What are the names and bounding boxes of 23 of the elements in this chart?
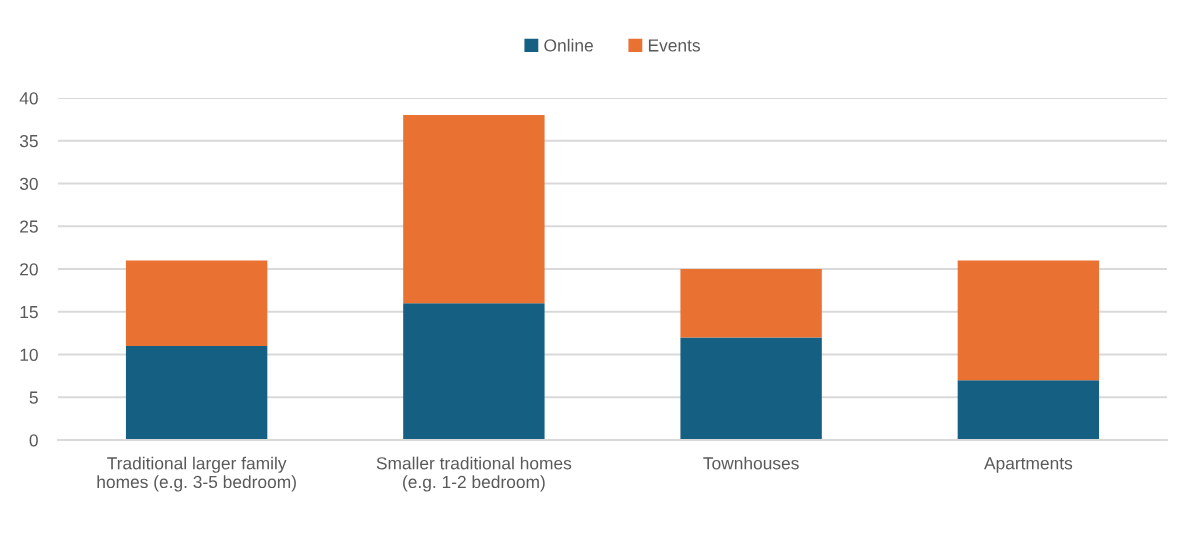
bar [957,260,1100,381]
x-tick-label: Townhouses [703,456,799,470]
x-tick-label: Apartments [984,457,1073,473]
x-tick-label: Smaller traditional homes (e.g. 1-2 bedroom) [376,456,572,492]
y-tick-label: 10 [20,348,38,361]
y-tick-label: 0 [29,434,38,447]
y-tick-label: 35 [19,134,38,148]
bar [680,337,822,440]
bar [125,345,268,440]
y-tick-label: 40 [19,92,38,105]
bar [957,380,1100,440]
legend-label: Online [544,38,593,52]
y-tick-label: 25 [20,220,38,233]
bar [125,260,268,346]
x-tick-label: Traditional larger family homes (e.g. 3-5 bedroom) [97,456,296,492]
bar [403,115,545,304]
y-tick-label: 30 [19,177,38,190]
legend-label: Events [648,39,700,52]
bar [403,303,545,440]
bar [680,269,822,338]
y-tick-label: 5 [29,391,38,404]
y-tick-label: 15 [20,306,38,319]
y-tick-label: 20 [20,263,38,276]
